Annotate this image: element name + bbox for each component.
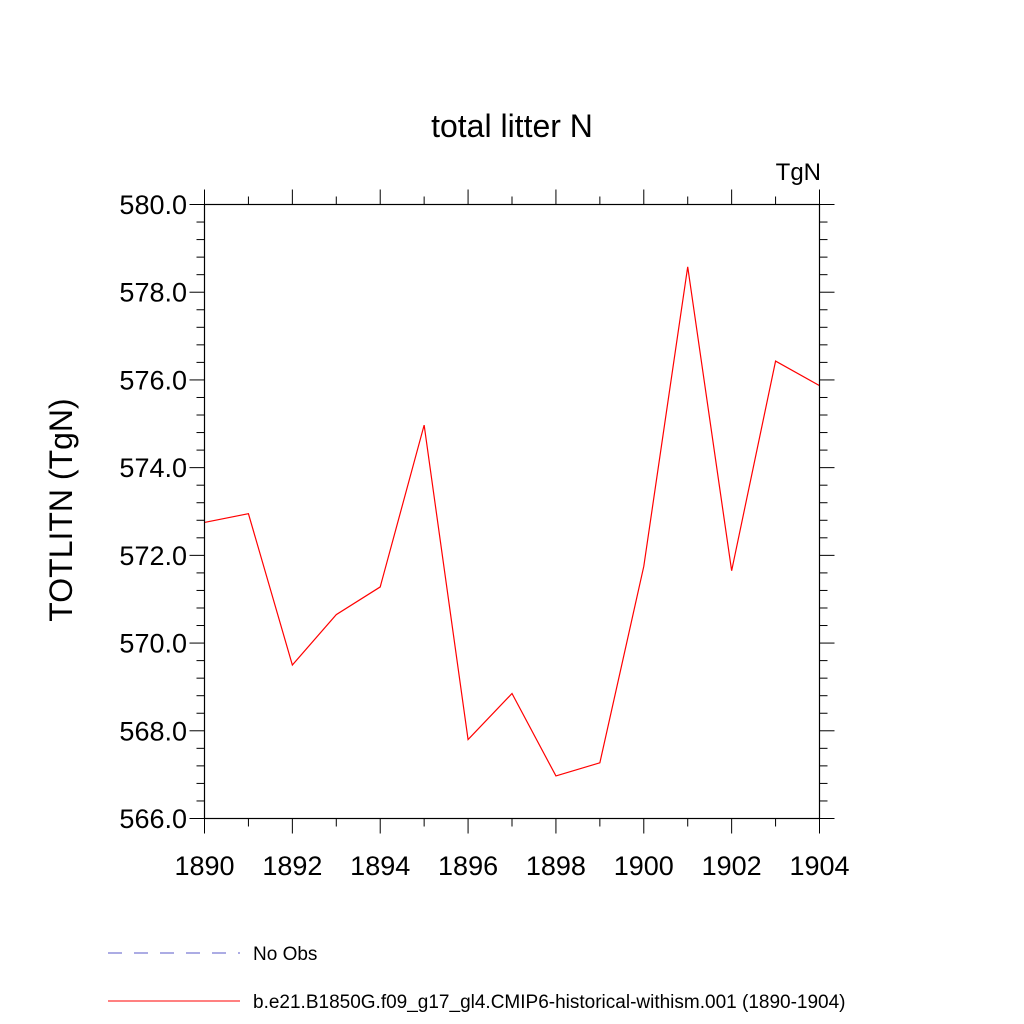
- y-tick-label: 572.0: [119, 541, 187, 571]
- major-ticks: [189, 189, 835, 834]
- x-tick-labels: 1890 1892 1894 1896 1898 1900 1902 1904: [174, 851, 849, 881]
- x-tick-label: 1896: [438, 851, 498, 881]
- y-tick-label: 578.0: [119, 278, 187, 308]
- x-tick-label: 1902: [702, 851, 762, 881]
- y-tick-label: 576.0: [119, 365, 187, 395]
- chart-title: total litter N: [431, 108, 593, 144]
- y-axis-label: TOTLITN (TgN): [43, 398, 79, 621]
- legend-label-0: No Obs: [253, 944, 317, 965]
- y-tick-labels: 566.0 568.0 570.0 572.0 574.0 576.0 578.0 580.0: [119, 190, 187, 834]
- x-tick-label: 1894: [350, 851, 410, 881]
- units-label: TgN: [776, 159, 821, 186]
- legend-label-1: b.e21.B1850G.f09_g17_gl4.CMIP6-historica…: [253, 992, 846, 1013]
- minor-ticks: [196, 196, 828, 827]
- series-line-0: [204, 266, 820, 777]
- x-tick-label: 1890: [174, 851, 234, 881]
- y-tick-label: 568.0: [119, 716, 187, 746]
- y-tick-label: 574.0: [119, 453, 187, 483]
- x-tick-label: 1900: [614, 851, 674, 881]
- y-tick-label: 566.0: [119, 804, 187, 834]
- legend: No Obs b.e21.B1850G.f09_g17_gl4.CMIP6-his…: [108, 944, 846, 1013]
- series-lines: [204, 266, 820, 777]
- x-tick-label: 1898: [526, 851, 586, 881]
- x-tick-label: 1892: [262, 851, 322, 881]
- y-tick-label: 570.0: [119, 629, 187, 659]
- plot-frame: [203, 203, 821, 820]
- x-tick-label: 1904: [789, 851, 849, 881]
- y-tick-label: 580.0: [119, 190, 187, 220]
